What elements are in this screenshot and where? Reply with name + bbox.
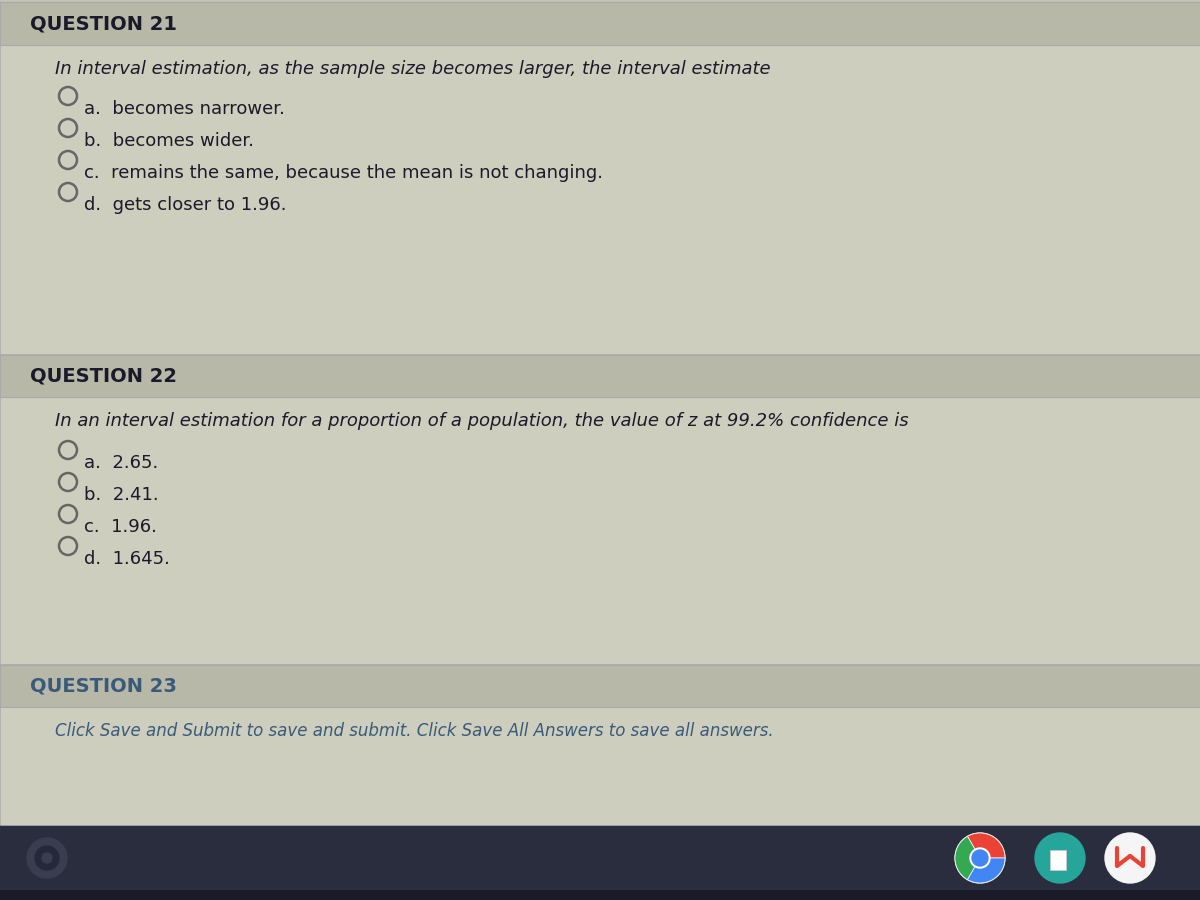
Text: c.  1.96.: c. 1.96. (84, 518, 157, 536)
Circle shape (972, 850, 988, 866)
Text: Click Save and Submit to save and submit. Click Save All Answers to save all ans: Click Save and Submit to save and submit… (55, 722, 774, 740)
FancyBboxPatch shape (0, 45, 1200, 355)
Circle shape (28, 838, 67, 878)
Wedge shape (955, 836, 980, 879)
Circle shape (35, 846, 59, 870)
Circle shape (1105, 833, 1154, 883)
Text: In interval estimation, as the sample size becomes larger, the interval estimate: In interval estimation, as the sample si… (55, 60, 770, 78)
Circle shape (955, 833, 1006, 883)
Text: QUESTION 21: QUESTION 21 (30, 14, 178, 33)
FancyBboxPatch shape (0, 665, 1200, 707)
Circle shape (1034, 833, 1085, 883)
Text: a.  2.65.: a. 2.65. (84, 454, 158, 472)
FancyBboxPatch shape (0, 355, 1200, 397)
Text: QUESTION 23: QUESTION 23 (30, 677, 176, 696)
FancyBboxPatch shape (0, 825, 1200, 900)
Text: d.  gets closer to 1.96.: d. gets closer to 1.96. (84, 196, 287, 214)
Text: d.  1.645.: d. 1.645. (84, 550, 170, 568)
Text: a.  becomes narrower.: a. becomes narrower. (84, 100, 284, 118)
Circle shape (970, 848, 990, 868)
FancyBboxPatch shape (0, 2, 1200, 45)
Text: c.  remains the same, because the mean is not changing.: c. remains the same, because the mean is… (84, 164, 604, 182)
FancyBboxPatch shape (0, 707, 1200, 825)
FancyBboxPatch shape (0, 890, 1200, 900)
Text: In an interval estimation for a proportion of a population, the value of z at 99: In an interval estimation for a proporti… (55, 412, 908, 430)
FancyBboxPatch shape (0, 397, 1200, 665)
FancyBboxPatch shape (1050, 850, 1066, 870)
Circle shape (42, 853, 52, 863)
Text: QUESTION 22: QUESTION 22 (30, 366, 178, 385)
Wedge shape (967, 858, 1006, 883)
Text: b.  becomes wider.: b. becomes wider. (84, 132, 254, 150)
Text: b.  2.41.: b. 2.41. (84, 486, 158, 504)
Wedge shape (967, 833, 1006, 858)
